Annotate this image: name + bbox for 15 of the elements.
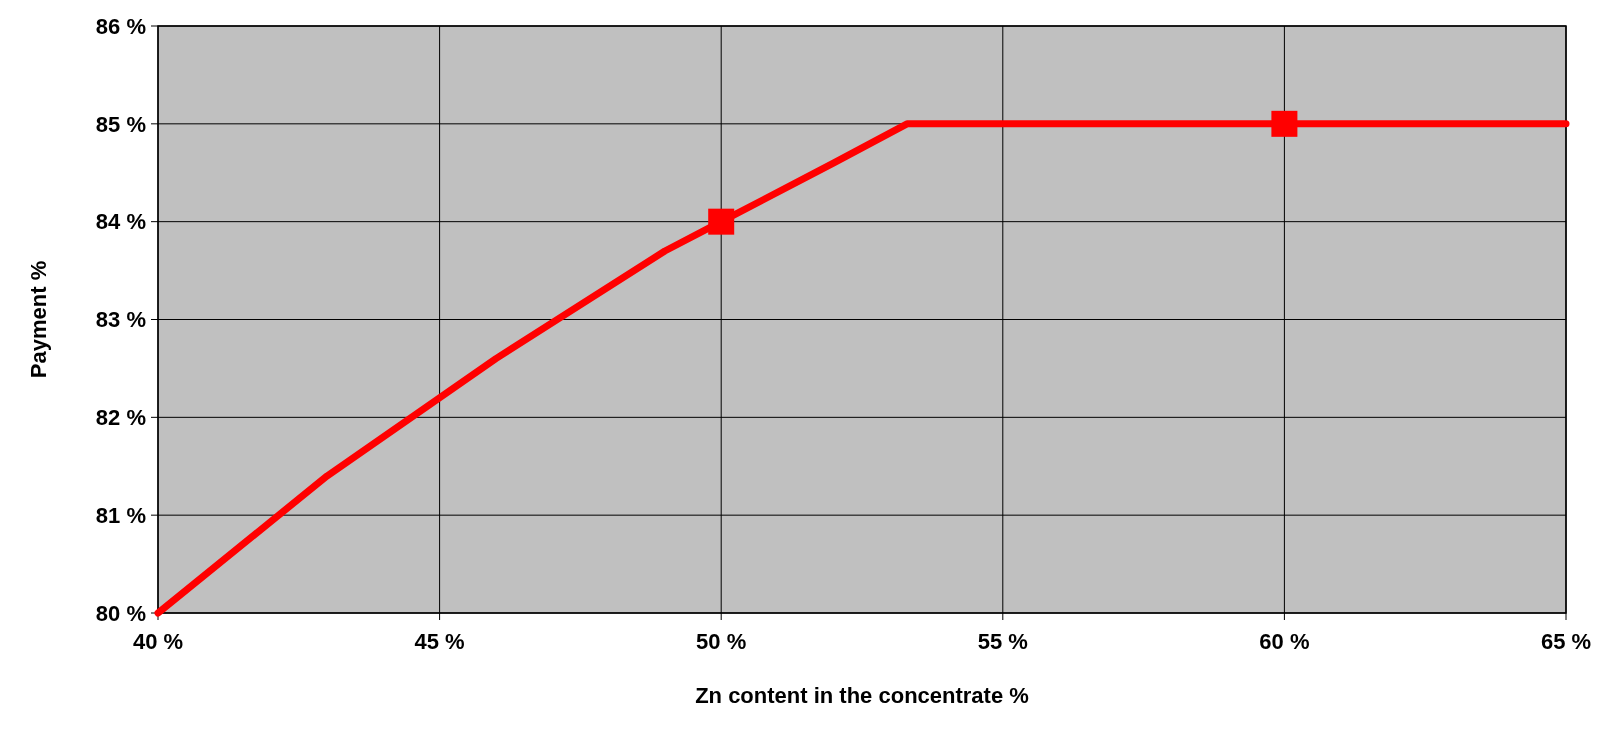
x-tick-label: 40 % [132, 629, 184, 654]
x-tick-label: 65 % [1540, 629, 1592, 654]
x-tick-label: 60 % [1259, 629, 1310, 654]
y-tick-label: 80 % [95, 600, 146, 626]
x-tick-label: 45 % [414, 629, 465, 654]
y-tick-label: 82 % [95, 405, 146, 431]
y-tick-label: 86 % [95, 13, 146, 39]
y-tick-label: 83 % [95, 307, 146, 333]
x-tick-label: 55 % [977, 629, 1028, 654]
x-tick-label: 50 % [696, 629, 747, 654]
x-axis-title: Zn content in the concentrate % [695, 683, 1029, 708]
y-tick-label: 81 % [95, 502, 146, 528]
y-axis-title: Payment % [26, 260, 51, 379]
y-tick-label: 84 % [95, 209, 146, 235]
y-tick-label: 85 % [95, 111, 146, 137]
